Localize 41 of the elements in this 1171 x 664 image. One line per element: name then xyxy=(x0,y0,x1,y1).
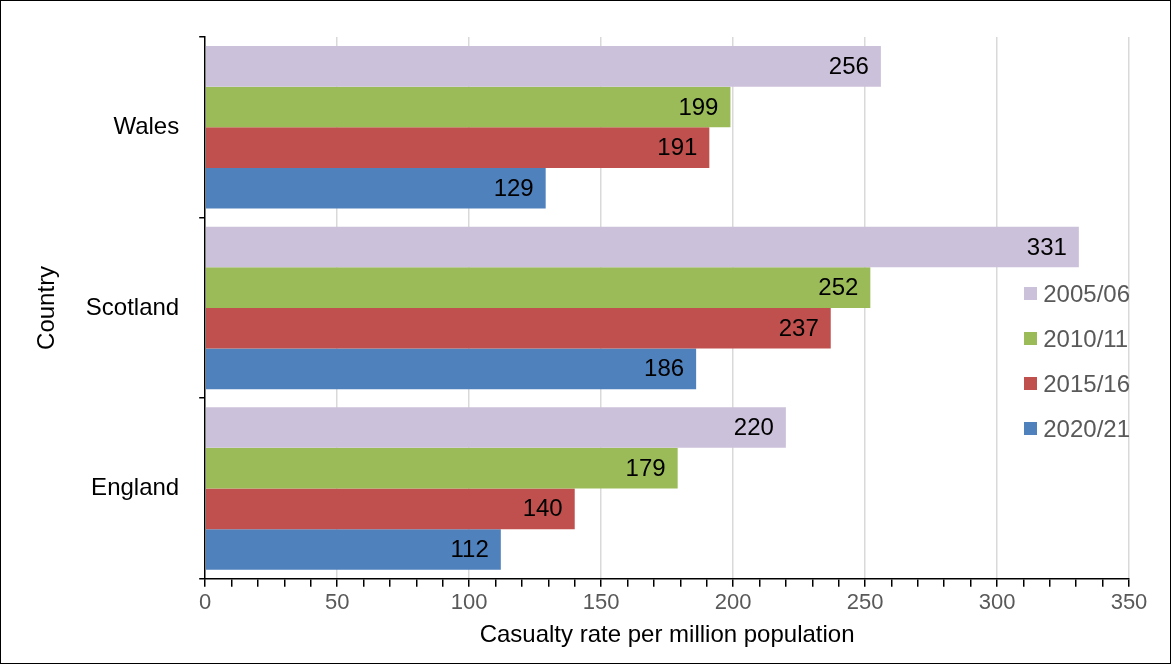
y-tick-label: England xyxy=(91,473,180,501)
x-tick-label: 100 xyxy=(450,589,488,615)
x-axis-title: Casualty rate per million population xyxy=(479,620,855,648)
bar xyxy=(205,127,710,168)
bar xyxy=(205,267,871,308)
data-label: 186 xyxy=(644,354,685,382)
bar xyxy=(205,348,697,390)
data-label: 112 xyxy=(450,535,489,563)
y-tick-label: Wales xyxy=(113,111,180,139)
x-tick-label: 200 xyxy=(714,589,752,615)
data-label: 140 xyxy=(522,494,563,522)
y-tick-label: Scotland xyxy=(85,292,180,320)
data-label: 179 xyxy=(625,453,666,481)
x-tick-label: 300 xyxy=(978,589,1016,615)
data-label: 237 xyxy=(778,313,819,341)
bar xyxy=(205,407,786,448)
bar xyxy=(205,307,831,349)
x-tick-label: 50 xyxy=(324,589,350,615)
data-label: 331 xyxy=(1026,232,1067,260)
bar xyxy=(205,447,678,489)
data-label: 220 xyxy=(733,413,774,441)
x-tick-label: 350 xyxy=(1110,589,1148,615)
y-axis-title: Country xyxy=(32,265,60,350)
bar xyxy=(205,226,1079,268)
legend-label: 2015/16 xyxy=(1043,369,1130,398)
legend-label: 2010/11 xyxy=(1043,324,1129,353)
data-label: 191 xyxy=(657,133,698,161)
bar xyxy=(205,529,501,570)
legend-label: 2020/21 xyxy=(1043,414,1130,443)
legend-label: 2005/06 xyxy=(1043,279,1130,308)
data-label: 129 xyxy=(493,173,534,201)
data-label: 252 xyxy=(818,273,859,301)
bar xyxy=(205,167,546,209)
bar xyxy=(205,46,881,87)
bar xyxy=(205,488,575,530)
data-label: 256 xyxy=(828,51,869,79)
x-tick-label: 0 xyxy=(199,589,212,615)
x-tick-label: 150 xyxy=(582,589,620,615)
x-tick-label: 250 xyxy=(846,589,884,615)
bar xyxy=(205,86,731,128)
data-label: 199 xyxy=(678,92,719,120)
